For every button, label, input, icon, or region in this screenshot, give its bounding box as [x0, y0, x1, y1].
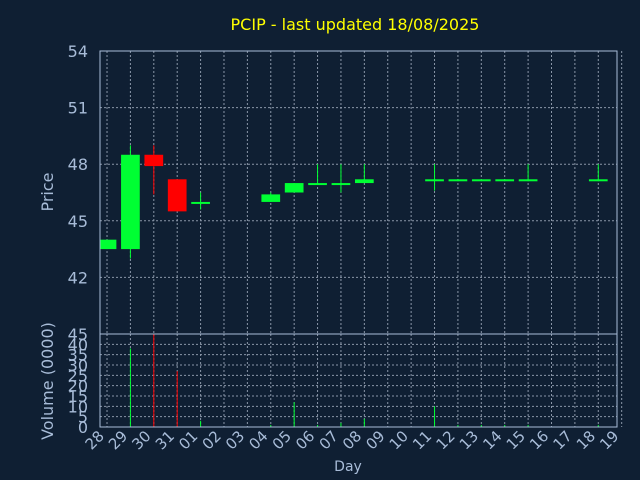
volume-tick-label: 0: [78, 418, 88, 437]
candle-body: [308, 183, 327, 186]
candle-body: [331, 183, 351, 186]
x-axis: 2829303101020304050607080910111213141516…: [82, 427, 623, 453]
x-tick-label: 04: [245, 427, 271, 453]
candle-body: [354, 179, 374, 184]
candle-body: [144, 154, 164, 167]
volume-tick-label: 25: [68, 366, 88, 385]
x-tick-label: 08: [339, 427, 365, 453]
x-tick-label: 15: [503, 427, 529, 453]
x-tick-label: 30: [128, 427, 154, 453]
candle-body: [191, 201, 210, 204]
x-tick-label: 13: [456, 427, 482, 453]
volume-panel-frame: [99, 333, 618, 428]
x-tick-label: 19: [596, 427, 622, 453]
price-tick-label: 51: [68, 99, 88, 118]
candle-body: [518, 179, 538, 182]
candlestick-series: [100, 145, 608, 259]
volume-tick-label: 5: [78, 408, 88, 427]
price-tick-label: 48: [68, 155, 88, 174]
volume-axis-label: Volume (0000): [38, 322, 57, 440]
candle-body: [588, 179, 608, 182]
x-tick-label: 06: [292, 427, 318, 453]
x-tick-label: 31: [152, 427, 178, 453]
price-tick-label: 54: [68, 42, 88, 61]
candle-body: [448, 179, 468, 182]
price-tick-label: 42: [68, 268, 88, 287]
volume-tick-label: 45: [68, 325, 88, 344]
candle-body: [167, 179, 187, 212]
price-axis: 42 45 48 51 54: [68, 42, 88, 287]
x-tick-label: 09: [362, 427, 388, 453]
volume-tick-label: 35: [68, 346, 88, 365]
x-tick-label: 17: [549, 427, 575, 453]
volume-grid: [100, 333, 623, 428]
candle-body: [425, 179, 444, 182]
candle-body: [121, 154, 140, 250]
volume-tick-label: 10: [68, 397, 88, 416]
price-tick-label: 45: [68, 212, 88, 231]
volume-tick-label: 40: [68, 335, 88, 354]
x-tick-label: 14: [479, 427, 505, 453]
candle-body: [261, 194, 281, 202]
x-axis-label: Day: [334, 459, 362, 475]
candle-body: [284, 183, 304, 193]
volume-series: [129, 334, 599, 427]
volume-tick-label: 15: [68, 387, 88, 406]
candle-body: [100, 239, 117, 250]
x-tick-label: 07: [316, 427, 342, 453]
price-axis-label: Price: [38, 172, 57, 211]
x-tick-label: 10: [386, 427, 412, 453]
x-tick-label: 11: [409, 427, 435, 453]
x-tick-label: 03: [222, 427, 248, 453]
volume-tick-label: 30: [68, 356, 88, 375]
x-tick-label: 18: [573, 427, 599, 453]
volume-tick-label: 20: [68, 377, 88, 396]
candle-body: [495, 179, 515, 182]
x-tick-label: 02: [199, 427, 225, 453]
x-tick-label: 29: [105, 427, 131, 453]
chart-title: PCIP - last updated 18/08/2025: [231, 15, 480, 34]
candle-body: [471, 179, 491, 182]
x-tick-label: 01: [175, 427, 201, 453]
x-tick-label: 05: [269, 427, 295, 453]
x-tick-label: 12: [433, 427, 459, 453]
x-tick-label: 16: [526, 427, 552, 453]
